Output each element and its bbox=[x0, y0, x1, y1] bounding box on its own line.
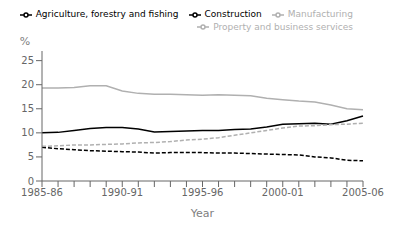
svg-text:0: 0 bbox=[28, 176, 34, 187]
html-text:Agriculture, forestry and fish: Agriculture, forestry and fishing bbox=[35, 9, 179, 19]
svg-text:5: 5 bbox=[28, 151, 34, 162]
html-text:Property and business services: Property and business services bbox=[213, 21, 353, 32]
svg-text:20: 20 bbox=[21, 79, 34, 90]
svg-text:1985-86: 1985-86 bbox=[21, 187, 63, 198]
svg-text:15: 15 bbox=[21, 103, 34, 114]
svg-text:1990-91: 1990-91 bbox=[101, 187, 143, 198]
svg-text:Year: Year bbox=[190, 207, 215, 219]
svg-text:10: 10 bbox=[21, 127, 34, 138]
svg-text:1995-96: 1995-96 bbox=[182, 187, 224, 198]
svg-text:%: % bbox=[20, 35, 30, 48]
html-text:Manufacturing: Manufacturing bbox=[287, 9, 353, 19]
svg-text:25: 25 bbox=[21, 55, 34, 66]
html-text:Construction: Construction bbox=[204, 9, 262, 19]
svg-text:2005-06: 2005-06 bbox=[342, 187, 384, 198]
svg-text:2000-01: 2000-01 bbox=[262, 187, 304, 198]
